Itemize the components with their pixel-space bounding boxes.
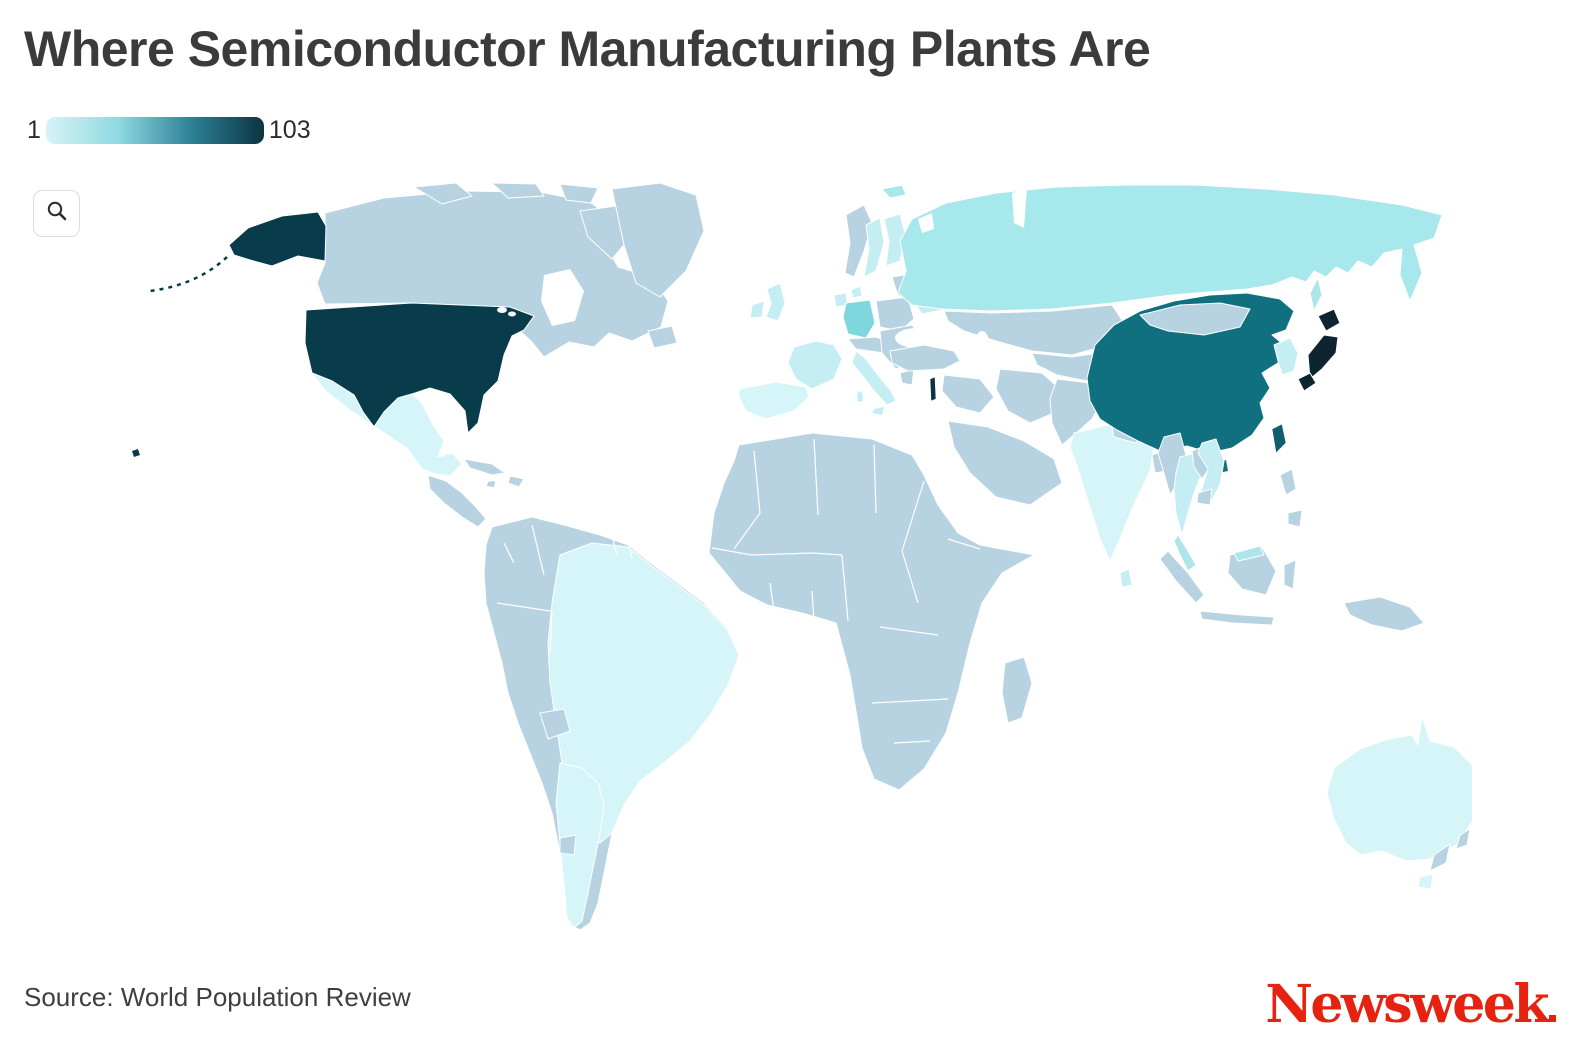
country-new-guinea[interactable] <box>1343 596 1425 632</box>
country-norway[interactable] <box>844 204 873 278</box>
world-map <box>112 183 1472 943</box>
legend-min-label: 1 <box>27 116 41 144</box>
country-finland[interactable] <box>883 213 907 267</box>
country-madagascar[interactable] <box>1001 656 1033 724</box>
country-hispaniola[interactable] <box>507 475 525 488</box>
country-russia-sakhalin[interactable] <box>1309 277 1323 312</box>
country-philippines-mindanao[interactable] <box>1287 509 1303 528</box>
country-germany[interactable] <box>842 299 876 339</box>
country-greenland[interactable] <box>611 183 705 298</box>
great-lakes <box>508 311 516 317</box>
country-uruguay[interactable] <box>559 834 577 856</box>
country-indonesia-sulawesi[interactable] <box>1283 559 1297 590</box>
hudson-bay <box>541 269 584 326</box>
country-new-zealand-south[interactable] <box>1429 843 1451 872</box>
country-canada-island[interactable] <box>413 183 473 205</box>
country-china[interactable] <box>1086 292 1295 454</box>
country-australia[interactable] <box>1326 716 1472 862</box>
country-mongolia[interactable] <box>1139 302 1251 336</box>
south-america-borders <box>496 524 633 654</box>
country-taiwan[interactable] <box>1271 423 1287 454</box>
country-new-zealand-north[interactable] <box>1455 828 1471 850</box>
brand-logo-text: Newsweek <box>1265 974 1549 1035</box>
black-sea <box>895 328 939 348</box>
country-ireland[interactable] <box>749 300 765 319</box>
country-japan-kyushu[interactable] <box>1297 372 1317 392</box>
country-iran[interactable] <box>995 368 1061 424</box>
country-japan-honshu[interactable] <box>1307 334 1339 380</box>
country-philippines-luzon[interactable] <box>1279 468 1297 496</box>
country-sweden[interactable] <box>863 217 885 278</box>
africa-borders <box>711 438 981 744</box>
country-russia[interactable] <box>897 184 1443 312</box>
caspian-sea <box>973 331 991 375</box>
svalbard[interactable] <box>881 184 907 199</box>
region-central-america[interactable] <box>427 474 487 528</box>
region-africa[interactable] <box>708 432 1035 791</box>
legend-max-label: 103 <box>268 116 311 144</box>
country-usa-alaska[interactable] <box>228 211 327 267</box>
country-paraguay[interactable] <box>539 708 571 740</box>
country-mexico[interactable] <box>311 372 463 477</box>
country-jamaica[interactable] <box>487 481 495 487</box>
white-sea <box>918 213 934 233</box>
region-central-asia[interactable] <box>943 304 1125 356</box>
country-sri-lanka[interactable] <box>1119 568 1133 588</box>
region-korea[interactable] <box>1273 337 1299 376</box>
country-usa-hawaii[interactable] <box>132 449 140 457</box>
country-poland[interactable] <box>875 296 915 332</box>
brand-trademark-dot <box>1549 1015 1556 1022</box>
country-indonesia-sumatra[interactable] <box>1159 550 1205 604</box>
ob-gulf <box>1012 188 1027 228</box>
legend-gradient-bar <box>45 117 264 144</box>
country-turkey[interactable] <box>889 344 961 372</box>
great-lakes <box>497 307 507 313</box>
country-italy[interactable] <box>851 350 897 406</box>
country-malaysia[interactable] <box>1173 534 1197 572</box>
brand-logo: Newsweek <box>1265 974 1556 1035</box>
country-australia-tasmania[interactable] <box>1417 873 1434 890</box>
country-greece[interactable] <box>899 368 915 386</box>
source-caption: Source: World Population Review <box>24 982 411 1012</box>
country-sicily[interactable] <box>872 407 884 415</box>
country-cuba[interactable] <box>463 458 506 476</box>
country-vietnam[interactable] <box>1197 438 1225 508</box>
chart-title: Where Semiconductor Manufacturing Plants… <box>24 21 1151 77</box>
country-canada-newfoundland[interactable] <box>647 325 678 349</box>
country-israel[interactable] <box>929 376 937 402</box>
region-levant-iraq[interactable] <box>941 374 995 414</box>
country-india[interactable] <box>1069 424 1155 562</box>
color-legend: 1 103 <box>27 116 311 145</box>
country-denmark[interactable] <box>850 285 863 299</box>
region-arabia[interactable] <box>947 420 1063 506</box>
country-canada-island[interactable] <box>559 183 599 204</box>
aleutian-islands <box>149 256 228 293</box>
country-canada-island[interactable] <box>491 183 545 199</box>
magnifier-icon <box>46 200 68 227</box>
country-indonesia-java[interactable] <box>1199 610 1275 626</box>
zoom-button[interactable] <box>33 190 80 237</box>
country-spain[interactable] <box>738 381 810 420</box>
country-malaysia-borneo[interactable] <box>1233 545 1265 562</box>
country-france[interactable] <box>787 340 843 390</box>
country-cambodia[interactable] <box>1196 488 1213 506</box>
country-uk[interactable] <box>765 282 786 322</box>
country-sardinia[interactable] <box>857 391 863 402</box>
country-japan-hokkaido[interactable] <box>1317 308 1341 332</box>
